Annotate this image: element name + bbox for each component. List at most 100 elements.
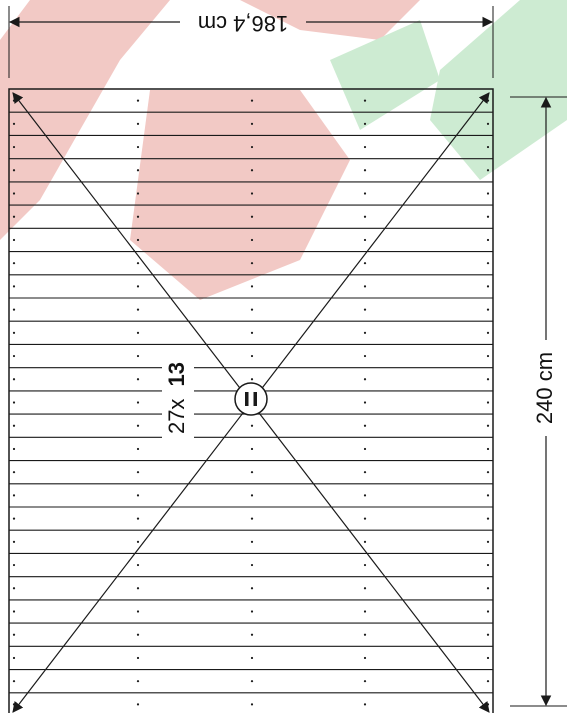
screw-dot	[486, 656, 490, 660]
screw-dot	[136, 285, 140, 288]
width-label: 186,4 cm	[198, 11, 289, 36]
screw-dot	[250, 331, 254, 334]
screw-dot	[363, 587, 367, 590]
screw-dot	[250, 447, 254, 451]
screw-dot	[363, 354, 367, 358]
screw-dot	[250, 262, 254, 265]
screw-dot	[486, 378, 490, 381]
screw-dot	[12, 540, 16, 543]
screw-dot	[486, 192, 490, 195]
screw-dot	[12, 215, 16, 218]
screw-dot	[250, 656, 254, 660]
screw-dot	[12, 169, 16, 172]
screw-dot	[486, 447, 490, 451]
screw-dot	[363, 401, 367, 404]
plank-count: 27x	[164, 399, 189, 434]
screw-dot	[136, 656, 140, 660]
screw-dot	[12, 610, 16, 613]
screw-dot	[486, 680, 490, 683]
screw-dot	[136, 262, 140, 265]
watermark-shape-red	[130, 90, 350, 300]
screw-dot	[486, 401, 490, 404]
screw-dot	[250, 633, 254, 636]
screw-dot	[136, 703, 140, 706]
screw-dot	[486, 610, 490, 613]
screw-dot	[486, 238, 490, 242]
screw-dot	[136, 563, 140, 567]
screw-dot	[136, 122, 140, 125]
screw-dot	[12, 145, 16, 149]
screw-dot	[136, 424, 140, 427]
screw-dot	[12, 238, 16, 242]
screw-dot	[250, 308, 254, 311]
screw-dot	[486, 633, 490, 636]
screw-dot	[136, 401, 140, 404]
screw-dot	[250, 680, 254, 683]
board-outline	[8, 88, 494, 713]
plank-width: 13	[164, 362, 189, 386]
screw-dot	[363, 610, 367, 613]
screw-dot	[486, 424, 490, 427]
screw-dot	[136, 99, 140, 102]
screw-dot	[12, 122, 16, 125]
screw-dot	[486, 308, 490, 311]
screw-dot	[486, 703, 490, 706]
screw-dot	[12, 99, 16, 102]
screw-dot	[136, 447, 140, 451]
screw-dot	[363, 308, 367, 311]
screw-dot	[12, 262, 16, 265]
height-dimension: 240 cm	[510, 96, 567, 707]
screw-dot	[486, 354, 490, 358]
screw-dot	[250, 494, 254, 497]
screw-dot	[12, 354, 16, 358]
screw-dot	[363, 169, 367, 172]
screw-dot	[250, 145, 254, 149]
screw-dot	[136, 238, 140, 242]
screw-dot	[12, 331, 16, 334]
screw-dot	[486, 99, 490, 102]
screw-dot	[12, 703, 16, 706]
screw-dot	[136, 192, 140, 195]
screw-dot	[363, 703, 367, 706]
watermark	[0, 0, 567, 300]
screw-dot	[12, 378, 16, 381]
screw-dot	[12, 471, 16, 474]
screw-dot	[12, 633, 16, 636]
screw-dot	[363, 680, 367, 683]
screw-dot	[250, 471, 254, 474]
screw-dot	[136, 633, 140, 636]
screw-dot	[363, 424, 367, 427]
screw-dot	[136, 610, 140, 613]
screw-dot	[486, 517, 490, 520]
screw-dot	[12, 656, 16, 660]
parallel-lines-icon	[234, 382, 268, 416]
screw-dot	[250, 517, 254, 520]
screw-dot	[136, 145, 140, 149]
screw-dot	[363, 285, 367, 288]
screw-dot	[363, 378, 367, 381]
screw-dot	[250, 215, 254, 218]
screw-dot	[363, 215, 367, 218]
screw-dot	[363, 145, 367, 149]
watermark-shape-green	[330, 20, 440, 130]
screw-dot	[486, 262, 490, 265]
screw-dot	[250, 587, 254, 590]
screw-dot	[136, 215, 140, 218]
screw-dot	[486, 563, 490, 567]
screw-dot	[136, 378, 140, 381]
screw-dot	[363, 192, 367, 195]
screw-dot	[136, 517, 140, 520]
screw-dot	[12, 285, 16, 288]
screw-dot	[363, 656, 367, 660]
screw-dot	[250, 99, 254, 102]
screw-dot	[486, 215, 490, 218]
screw-dot	[136, 471, 140, 474]
screw-dot	[12, 587, 16, 590]
svg-text:27x 13: 27x 13	[164, 362, 189, 434]
screw-dot	[136, 587, 140, 590]
screw-dot	[136, 331, 140, 334]
screw-dot	[136, 540, 140, 543]
screw-dot	[486, 331, 490, 334]
screw-dot	[250, 540, 254, 543]
